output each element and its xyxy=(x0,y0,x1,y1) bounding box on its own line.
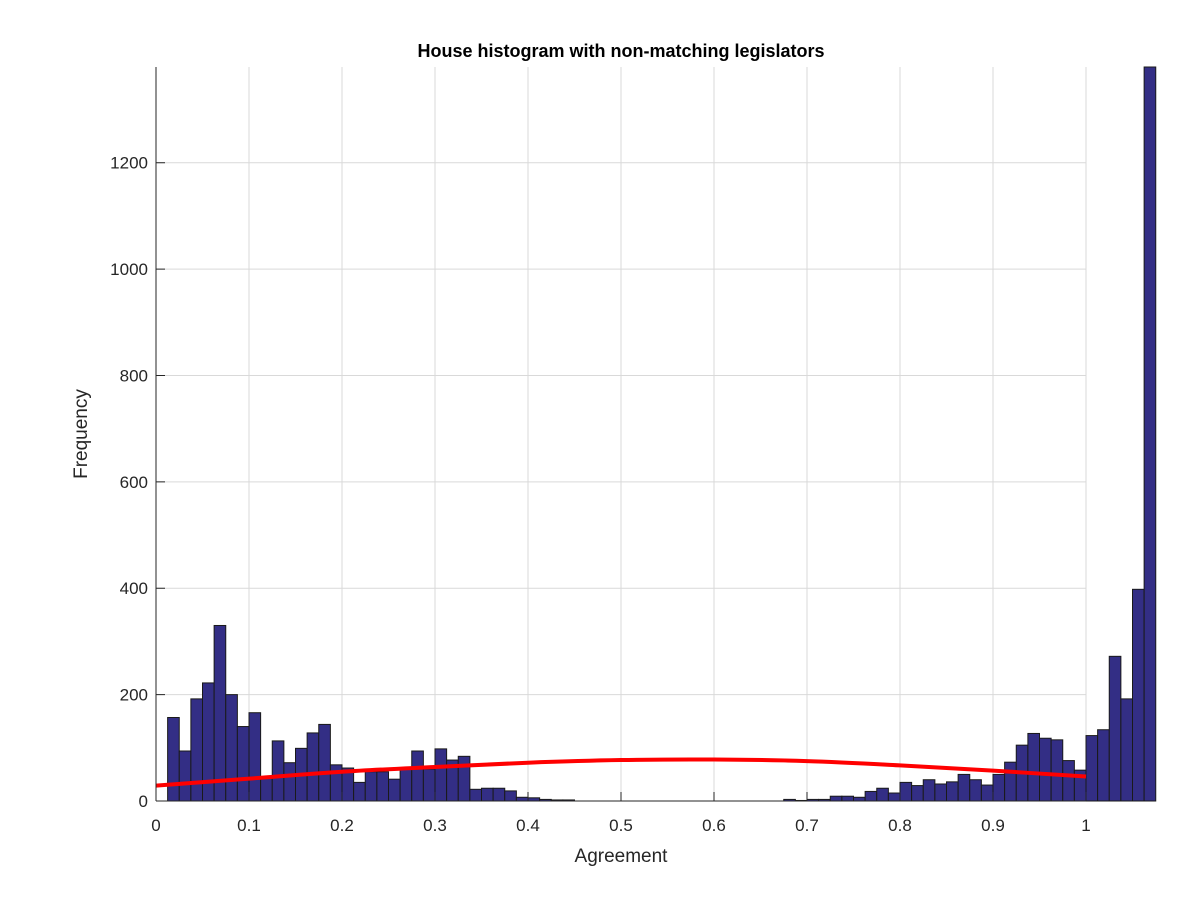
x-tick-label: 0 xyxy=(151,816,160,835)
histogram-bar xyxy=(178,750,192,802)
x-tick-label: 0.1 xyxy=(237,816,261,835)
histogram-bar xyxy=(934,783,947,802)
x-tick-label: 0.8 xyxy=(888,816,912,835)
histogram-bar xyxy=(1050,739,1064,802)
histogram-bar xyxy=(1004,761,1017,802)
histogram-bar xyxy=(364,771,378,802)
x-tick-label: 1 xyxy=(1081,816,1090,835)
grid-lines xyxy=(155,67,1087,802)
histogram-bar xyxy=(457,755,471,802)
x-tick-label: 0.4 xyxy=(516,816,540,835)
histogram-bar xyxy=(887,792,901,802)
x-tick-label: 0.7 xyxy=(795,816,819,835)
histogram-bar xyxy=(1097,729,1110,802)
y-tick-label: 400 xyxy=(120,579,148,598)
y-tick-labels: 0 200 400 600 800 1000 1200 xyxy=(110,154,148,811)
histogram-bar xyxy=(911,785,924,802)
histogram-bar xyxy=(167,716,180,802)
histogram-bar xyxy=(236,726,250,802)
x-tick-label: 0.6 xyxy=(702,816,726,835)
histogram-bar xyxy=(957,773,971,802)
histogram-bar xyxy=(213,624,227,802)
histogram-bar xyxy=(980,784,994,802)
histogram-bar xyxy=(922,779,936,802)
histogram-bar xyxy=(992,773,1006,802)
x-tick-label: 0.5 xyxy=(609,816,633,835)
histogram-bar xyxy=(190,698,203,802)
histogram-bar xyxy=(946,781,959,802)
x-tick-label: 0.3 xyxy=(423,816,447,835)
x-tick-label: 0.9 xyxy=(981,816,1005,835)
histogram-bar xyxy=(1143,66,1157,802)
y-tick-label: 600 xyxy=(120,473,148,492)
histogram-bar xyxy=(271,740,285,802)
histogram-bar xyxy=(841,795,854,802)
y-tick-label: 1200 xyxy=(110,154,148,173)
histogram-bar xyxy=(1120,698,1133,802)
histogram-bar xyxy=(1108,655,1122,802)
histogram-bar xyxy=(225,694,238,802)
x-axis-label: Agreement xyxy=(575,846,669,867)
histogram-bar xyxy=(388,778,401,802)
histogram-bar xyxy=(411,750,424,802)
axes xyxy=(155,67,1087,802)
histogram-bar xyxy=(481,787,494,802)
y-tick-label: 200 xyxy=(120,686,148,705)
fit-curve xyxy=(155,757,1087,788)
y-tick-label: 1000 xyxy=(110,260,148,279)
histogram-bar xyxy=(318,723,331,802)
chart-title: House histogram with non-matching legisl… xyxy=(417,41,824,61)
histogram-bar xyxy=(248,712,262,802)
histogram-bar xyxy=(283,762,296,802)
histogram-bar xyxy=(260,776,273,802)
histogram-bar xyxy=(434,748,448,802)
histogram-bar xyxy=(515,796,529,802)
histogram-bar xyxy=(1085,735,1099,802)
histogram-bar xyxy=(422,768,436,802)
histogram-bar xyxy=(1027,732,1040,802)
histogram-bar xyxy=(469,788,482,802)
histogram-bar xyxy=(899,781,913,802)
histogram-bar xyxy=(399,767,413,802)
histogram-bar xyxy=(864,790,878,802)
histogram-bar xyxy=(376,771,389,802)
histogram-bar xyxy=(306,732,320,802)
fit-curve-layer xyxy=(155,757,1087,788)
x-tick-labels: 0 0.1 0.2 0.3 0.4 0.5 0.6 0.7 0.8 0.9 1 xyxy=(151,816,1090,835)
histogram-bar xyxy=(853,796,866,802)
histogram-bar xyxy=(353,781,366,802)
histogram-bar xyxy=(829,795,843,802)
histogram-bar xyxy=(1039,737,1052,802)
y-tick-label: 800 xyxy=(120,366,148,385)
histogram-bar xyxy=(876,787,889,802)
x-tick-label: 0.2 xyxy=(330,816,354,835)
histogram-bar xyxy=(1132,588,1145,802)
histogram-bar xyxy=(504,790,517,802)
histogram-bars xyxy=(167,66,1157,802)
histogram-bar xyxy=(969,779,982,802)
y-tick-label: 0 xyxy=(139,792,148,811)
histogram-bar xyxy=(1062,760,1075,802)
histogram-bar xyxy=(492,787,506,802)
y-axis-label: Frequency xyxy=(71,389,92,479)
